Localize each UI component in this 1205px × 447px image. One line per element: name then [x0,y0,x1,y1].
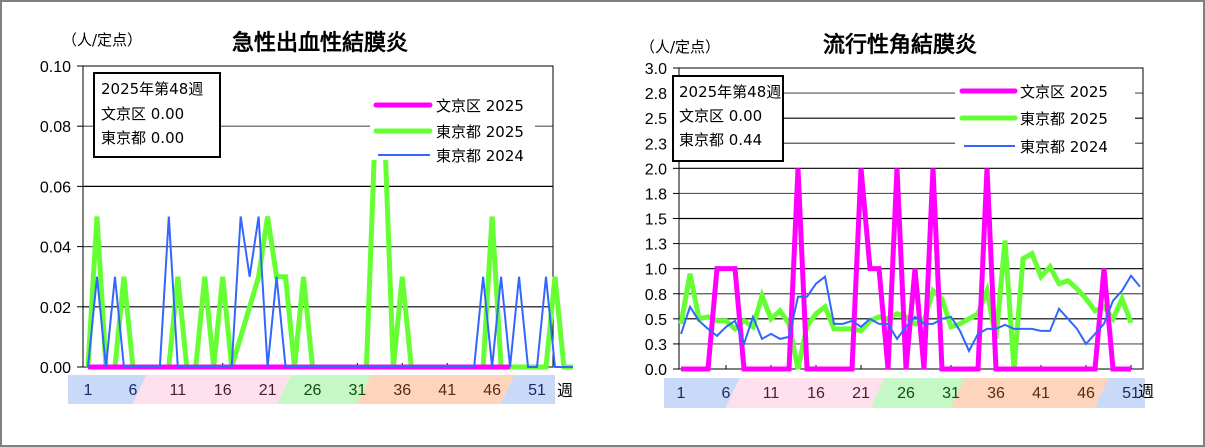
y-tick-label: 0.0 [645,362,667,379]
right-y-axis: 3.0 2.8 2.5 2.3 2.0 1.8 1.5 1.3 1.0 0.8 0.5 0.3 0.0 [645,61,1132,379]
x-tick-label: 21 [259,382,277,399]
y-tick-label: 0.8 [645,287,667,304]
season-band [132,375,309,404]
season-band [870,378,982,408]
left-legend-bunkyo-2025: 文京区 2025 [436,97,524,115]
y-tick-label: 1.8 [645,186,667,203]
y-tick-label: 0.00 [40,360,71,377]
right-chart-title: 流行性角結膜炎 [823,32,977,58]
left-info-box: 2025年第48週 文京区 0.00 東京都 0.00 [93,72,221,158]
right-week-label: 週 [1138,383,1154,401]
left-info-tokyo: 東京都 0.00 [101,129,184,147]
y-tick-label: 2.0 [645,161,667,178]
right-legend-bunkyo-2025: 文京区 2025 [1020,83,1108,101]
y-tick-label: 2.5 [645,111,667,128]
y-tick-label: 0.5 [645,312,667,329]
x-tick-label: 1 [677,385,686,402]
left-legend: 文京区 2025 東京都 2025 東京都 2024 [370,92,535,165]
season-band [500,375,555,404]
x-tick-label: 46 [483,382,501,399]
left-week-label: 週 [557,382,573,400]
left-chart: （人/定点） 急性出血性結膜炎 0.10 0.08 0.06 0.04 0.02 0.00… [40,30,573,404]
right-info-bunkyo: 文京区 0.00 [679,107,762,125]
y-tick-label: 1.5 [645,212,667,229]
x-tick-label: 11 [169,382,186,399]
x-tick-label: 21 [852,385,870,402]
season-band [1094,378,1145,408]
x-tick-label: 31 [942,385,960,402]
left-unit-label: （人/定点） [62,31,142,49]
left-info-week: 2025年第48週 [101,80,203,98]
x-tick-label: 41 [438,382,456,399]
left-info-bunkyo: 文京区 0.00 [101,105,184,123]
x-tick-label: 26 [304,382,322,399]
right-legend-tokyo-2024: 東京都 2024 [1020,138,1108,156]
season-band [277,375,388,404]
y-tick-label: 0.10 [40,59,71,76]
x-tick-label: 31 [349,382,367,399]
y-tick-label: 2.3 [645,136,667,153]
x-tick-label: 1 [84,382,93,399]
series-line [87,216,573,368]
right-legend: 文京区 2025 東京都 2025 東京都 2024 [955,80,1135,156]
left-x-axis-bands: 1 6 11 16 21 26 31 36 41 46 51 [68,375,555,404]
right-info-box: 2025年第48週 文京区 0.00 東京都 0.44 [672,75,784,162]
y-tick-label: 2.8 [645,86,667,103]
right-info-tokyo: 東京都 0.44 [679,131,762,149]
y-tick-label: 1.0 [645,262,667,279]
left-series [85,123,573,370]
season-band [356,375,534,404]
left-chart-title: 急性出血性結膜炎 [232,30,408,56]
x-tick-label: 16 [214,382,232,399]
left-y-axis: 0.10 0.08 0.06 0.04 0.02 0.00 [40,59,538,377]
y-tick-label: 0.04 [40,240,71,257]
x-tick-label: 51 [1122,385,1140,402]
right-x-axis-bands: 1 6 11 16 21 26 31 36 41 46 51 [664,378,1145,408]
x-tick-label: 46 [1077,385,1095,402]
season-band [950,378,1127,408]
x-tick-label: 51 [528,382,546,399]
x-tick-label: 36 [393,382,411,399]
y-tick-label: 0.02 [40,300,71,317]
right-unit-label: （人/定点） [640,38,720,56]
x-tick-label: 6 [128,382,137,399]
series-line [680,273,1141,354]
y-tick-label: 0.3 [645,337,667,354]
left-legend-tokyo-2024: 東京都 2024 [436,147,524,165]
y-tick-label: 0.08 [40,119,71,136]
right-chart: （人/定点） 流行性角結膜炎 3.0 2.8 2.5 2.3 2.0 1.8 1.5 1.3 1… [640,32,1154,408]
x-tick-label: 26 [897,385,915,402]
season-band [725,378,902,408]
series-line [681,168,1131,372]
x-tick-label: 11 [763,385,780,402]
right-legend-tokyo-2025: 東京都 2025 [1020,110,1108,128]
y-tick-label: 1.3 [645,237,667,254]
right-series [678,168,1141,372]
x-tick-label: 41 [1032,385,1050,402]
y-tick-label: 0.06 [40,179,71,196]
x-tick-label: 16 [807,385,825,402]
y-tick-label: 3.0 [645,61,667,78]
left-legend-tokyo-2025: 東京都 2025 [436,123,524,141]
right-info-week: 2025年第48週 [679,83,781,101]
x-tick-label: 6 [722,385,731,402]
x-tick-label: 36 [987,385,1005,402]
